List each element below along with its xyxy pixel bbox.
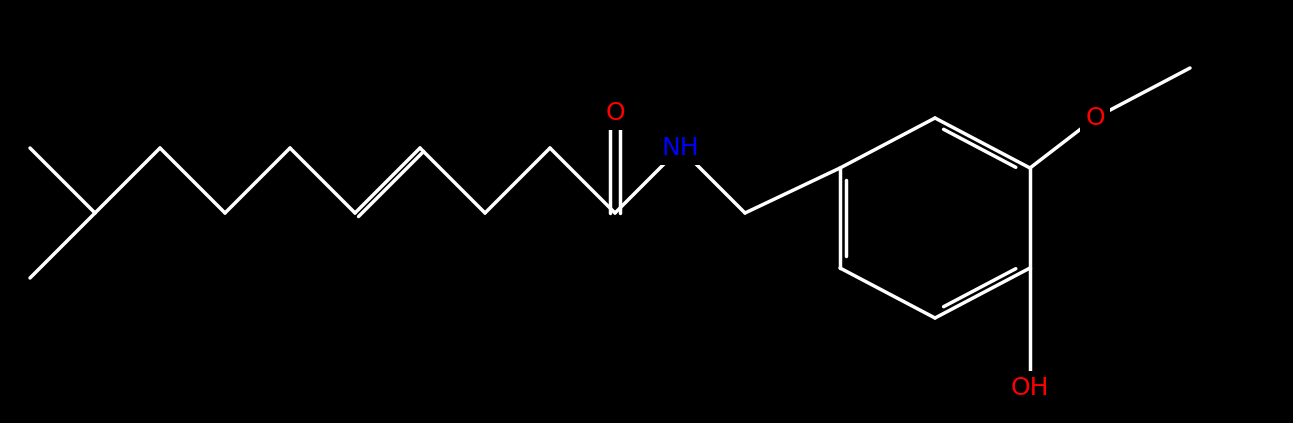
Text: O: O <box>605 101 625 125</box>
Text: NH: NH <box>661 136 698 160</box>
Text: OH: OH <box>1011 376 1049 400</box>
Text: O: O <box>1085 106 1104 130</box>
